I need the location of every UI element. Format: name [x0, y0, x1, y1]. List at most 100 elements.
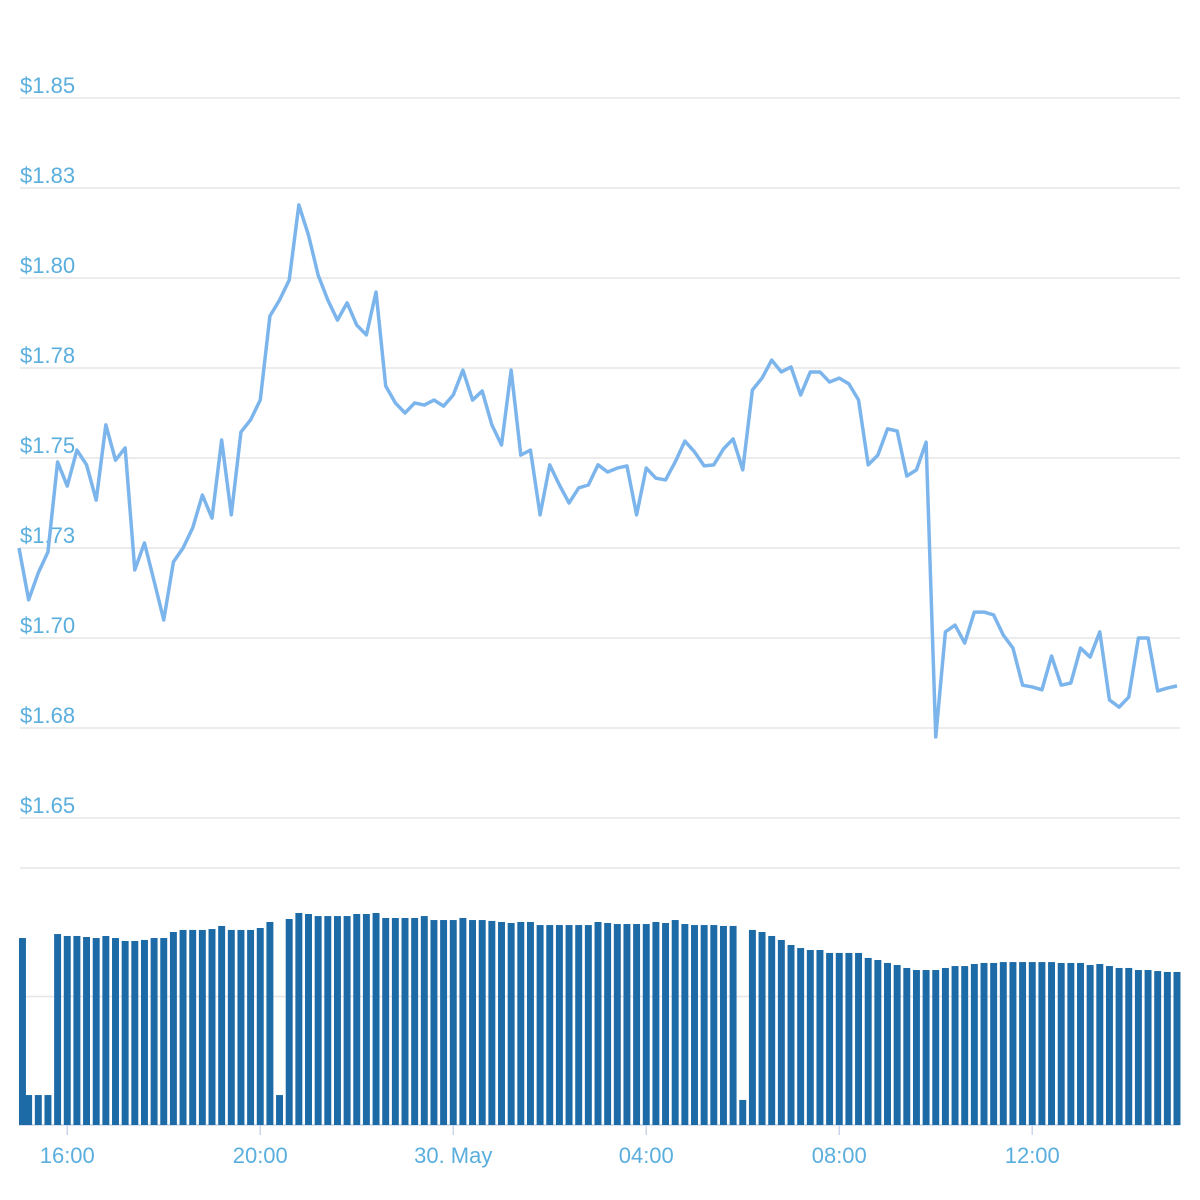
volume-bar	[266, 921, 274, 1125]
x-tick-label: 16:00	[40, 1143, 95, 1168]
volume-bar	[719, 925, 727, 1125]
x-tick-label: 12:00	[1005, 1143, 1060, 1168]
volume-bar	[227, 929, 235, 1125]
volume-bar	[488, 920, 496, 1125]
volume-bar	[700, 925, 708, 1125]
volume-bar	[1028, 962, 1036, 1125]
y-tick-label: $1.75	[20, 433, 75, 458]
volume-bar	[391, 917, 399, 1125]
y-tick-label: $1.68	[20, 703, 75, 728]
volume-bar	[758, 931, 766, 1125]
volume-bar	[247, 929, 255, 1125]
volume-bar	[1144, 970, 1152, 1125]
volume-bar	[835, 952, 843, 1125]
volume-bar	[314, 916, 322, 1125]
x-tick-label: 04:00	[619, 1143, 674, 1168]
volume-bar	[34, 1095, 42, 1125]
volume-bar	[19, 938, 26, 1125]
volume-bar	[469, 920, 477, 1125]
volume-bar	[961, 966, 969, 1125]
volume-bar	[63, 935, 71, 1125]
volume-bar	[440, 920, 448, 1125]
volume-bar	[787, 944, 795, 1125]
volume-bar	[382, 917, 390, 1125]
volume-bar	[478, 920, 486, 1125]
volume-bar	[189, 929, 197, 1125]
volume-bar	[662, 922, 670, 1125]
volume-bar	[256, 928, 264, 1125]
volume-bar	[372, 912, 380, 1125]
volume-bar	[855, 952, 863, 1125]
volume-bar	[54, 934, 62, 1125]
volume-bar	[941, 967, 949, 1125]
volume-bar	[893, 965, 901, 1125]
volume-bar	[575, 925, 583, 1125]
volume-bar	[285, 919, 293, 1125]
x-tick-label: 08:00	[812, 1143, 867, 1168]
volume-bar	[1125, 967, 1133, 1125]
volume-bar	[1019, 962, 1027, 1125]
price-line	[17, 203, 1178, 739]
volume-bar	[517, 921, 525, 1125]
volume-bar	[353, 914, 361, 1125]
volume-bar	[1105, 966, 1113, 1125]
volume-bar	[208, 929, 216, 1125]
volume-bar	[507, 922, 515, 1125]
volume-bar	[671, 920, 679, 1125]
y-tick-label: $1.83	[20, 163, 75, 188]
volume-bar	[922, 970, 930, 1125]
volume-bar	[777, 939, 785, 1125]
volume-bar	[816, 949, 824, 1125]
volume-bar	[691, 925, 698, 1125]
volume-bar	[1173, 971, 1181, 1125]
volume-bar	[526, 921, 534, 1125]
volume-bar	[150, 938, 158, 1125]
volume-bar	[1077, 962, 1084, 1125]
volume-bar	[179, 929, 187, 1125]
volume-bar	[140, 939, 148, 1125]
volume-bar	[44, 1095, 52, 1125]
volume-bar	[1057, 962, 1065, 1125]
volume-bar	[642, 924, 650, 1125]
volume-bar	[999, 962, 1007, 1125]
volume-bar	[1134, 970, 1142, 1125]
volume-bar	[864, 957, 872, 1125]
volume-bar	[112, 938, 119, 1125]
volume-bar	[102, 935, 110, 1125]
volume-bar	[536, 925, 544, 1125]
volume-bar	[729, 925, 737, 1125]
volume-bar	[198, 929, 206, 1125]
volume-bar	[237, 929, 245, 1125]
volume-bar	[25, 1095, 33, 1125]
volume-bar	[604, 922, 612, 1125]
volume-bar	[459, 917, 467, 1125]
volume-bar	[420, 916, 428, 1125]
volume-bar	[218, 925, 226, 1125]
volume-bar	[1115, 967, 1123, 1125]
volume-bar	[276, 1095, 284, 1125]
volume-bar	[681, 924, 689, 1125]
volume-bar	[362, 914, 370, 1125]
volume-bar	[295, 912, 303, 1125]
volume-bar	[584, 925, 592, 1125]
volume-bar	[333, 916, 341, 1125]
volume-bar	[565, 925, 573, 1125]
volume-bar	[903, 967, 911, 1125]
x-tick-label: 20:00	[233, 1143, 288, 1168]
volume-bar	[131, 940, 139, 1125]
volume-bar	[401, 917, 409, 1125]
volume-bar	[912, 970, 920, 1125]
volume-bar	[990, 962, 998, 1125]
y-tick-label: $1.78	[20, 343, 75, 368]
volume-bar	[1086, 965, 1094, 1125]
volume-bar	[305, 914, 312, 1125]
volume-bar	[498, 921, 505, 1125]
volume-bar	[555, 925, 563, 1125]
volume-bar	[826, 952, 834, 1125]
volume-bar	[83, 937, 91, 1125]
volume-bar	[92, 938, 100, 1125]
volume-bar	[411, 917, 419, 1125]
volume-bar	[806, 949, 814, 1125]
volume-bar	[1009, 962, 1017, 1125]
